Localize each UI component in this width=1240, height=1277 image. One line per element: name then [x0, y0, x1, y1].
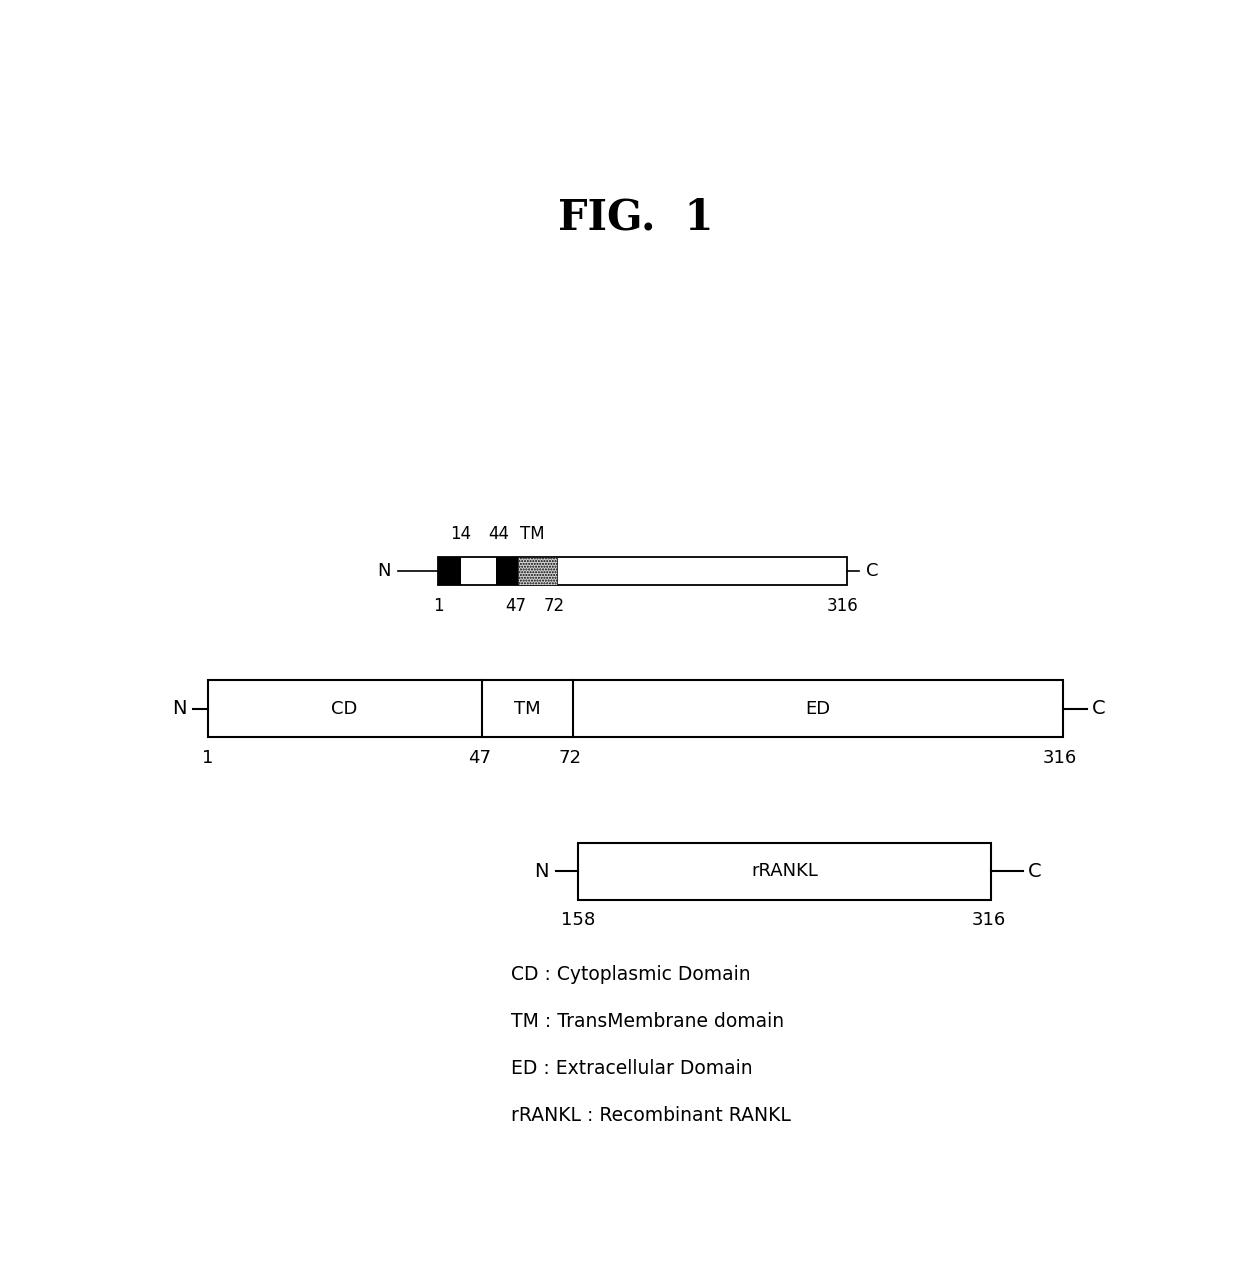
- Bar: [518, 557, 557, 585]
- Text: CD: CD: [331, 700, 357, 718]
- Text: 47: 47: [469, 750, 491, 767]
- Bar: [208, 681, 1063, 737]
- Text: TM: TM: [513, 700, 541, 718]
- Text: ED: ED: [806, 700, 831, 718]
- Text: C: C: [866, 562, 879, 580]
- Text: 1: 1: [202, 750, 213, 767]
- Text: rRANKL: rRANKL: [751, 862, 818, 880]
- Bar: [439, 557, 847, 585]
- Text: TM : TransMembrane domain: TM : TransMembrane domain: [511, 1011, 784, 1031]
- Text: N: N: [534, 862, 549, 881]
- Text: 158: 158: [560, 912, 595, 930]
- Text: N: N: [377, 562, 391, 580]
- Text: CD : Cytoplasmic Domain: CD : Cytoplasmic Domain: [511, 965, 750, 983]
- Text: N: N: [172, 700, 187, 718]
- Text: ED : Extracellular Domain: ED : Extracellular Domain: [511, 1059, 753, 1078]
- Text: 1: 1: [433, 596, 444, 614]
- Text: TM: TM: [521, 525, 546, 543]
- Text: 47: 47: [505, 596, 526, 614]
- Text: 44: 44: [489, 525, 510, 543]
- Text: 316: 316: [826, 596, 858, 614]
- Bar: [439, 557, 460, 585]
- Bar: [578, 843, 991, 899]
- Text: rRANKL : Recombinant RANKL: rRANKL : Recombinant RANKL: [511, 1106, 790, 1125]
- Bar: [496, 557, 518, 585]
- Text: 72: 72: [559, 750, 582, 767]
- Text: 316: 316: [972, 912, 1007, 930]
- Text: 72: 72: [543, 596, 564, 614]
- Text: 14: 14: [450, 525, 471, 543]
- Text: C: C: [1028, 862, 1042, 881]
- Text: FIG.  1: FIG. 1: [558, 197, 713, 238]
- Text: C: C: [1092, 700, 1106, 718]
- Text: 316: 316: [1043, 750, 1078, 767]
